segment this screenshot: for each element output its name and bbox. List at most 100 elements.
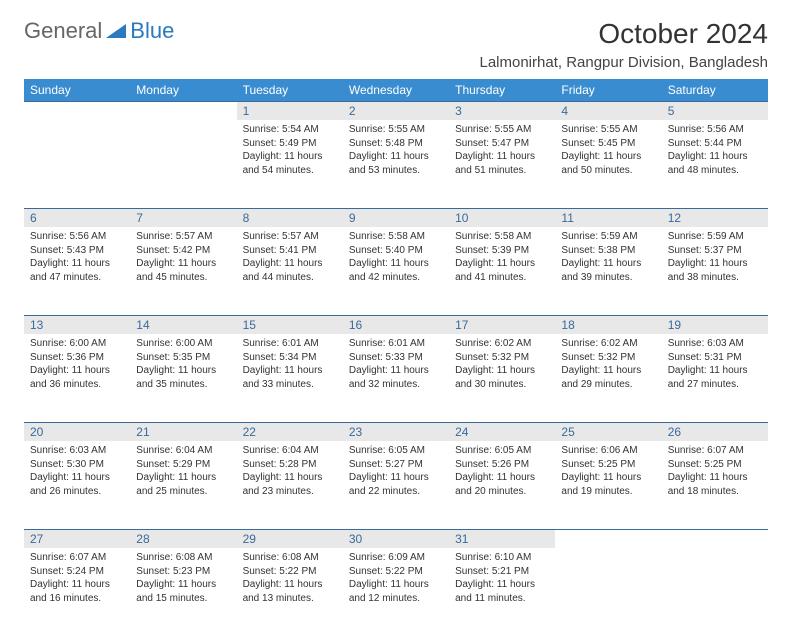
sunrise-line: Sunrise: 6:06 AM [561, 444, 655, 458]
sunset-line: Sunset: 5:32 PM [561, 351, 655, 365]
sunset-line: Sunset: 5:38 PM [561, 244, 655, 258]
daylight-line: Daylight: 11 hours and 51 minutes. [455, 150, 549, 177]
day-number: 1 [237, 101, 343, 120]
daylight-line: Daylight: 11 hours and 44 minutes. [243, 257, 337, 284]
day-number: 22 [237, 422, 343, 441]
daynum-row: 12345 [24, 101, 768, 120]
week-row: Sunrise: 5:56 AMSunset: 5:43 PMDaylight:… [24, 227, 768, 315]
day-content: Sunrise: 6:03 AMSunset: 5:31 PMDaylight:… [662, 334, 768, 397]
sunrise-line: Sunrise: 5:56 AM [30, 230, 124, 244]
day-cell: Sunrise: 6:03 AMSunset: 5:30 PMDaylight:… [24, 441, 130, 529]
day-content: Sunrise: 6:01 AMSunset: 5:33 PMDaylight:… [343, 334, 449, 397]
sunset-line: Sunset: 5:21 PM [455, 565, 549, 579]
sunset-line: Sunset: 5:36 PM [30, 351, 124, 365]
daylight-line: Daylight: 11 hours and 13 minutes. [243, 578, 337, 605]
brand-part2: Blue [130, 18, 174, 44]
daynum-row: 6789101112 [24, 208, 768, 227]
sunset-line: Sunset: 5:42 PM [136, 244, 230, 258]
day-cell [662, 548, 768, 636]
empty-day-number [555, 529, 661, 548]
day-cell: Sunrise: 5:57 AMSunset: 5:42 PMDaylight:… [130, 227, 236, 315]
day-content: Sunrise: 6:04 AMSunset: 5:28 PMDaylight:… [237, 441, 343, 504]
sunrise-line: Sunrise: 5:56 AM [668, 123, 762, 137]
day-cell: Sunrise: 5:56 AMSunset: 5:43 PMDaylight:… [24, 227, 130, 315]
daylight-line: Daylight: 11 hours and 15 minutes. [136, 578, 230, 605]
sunrise-line: Sunrise: 6:07 AM [668, 444, 762, 458]
day-cell: Sunrise: 6:09 AMSunset: 5:22 PMDaylight:… [343, 548, 449, 636]
day-content: Sunrise: 6:01 AMSunset: 5:34 PMDaylight:… [237, 334, 343, 397]
sunset-line: Sunset: 5:37 PM [668, 244, 762, 258]
sunset-line: Sunset: 5:26 PM [455, 458, 549, 472]
week-row: Sunrise: 6:03 AMSunset: 5:30 PMDaylight:… [24, 441, 768, 529]
sunset-line: Sunset: 5:49 PM [243, 137, 337, 151]
day-cell [130, 120, 236, 208]
sunrise-line: Sunrise: 6:05 AM [455, 444, 549, 458]
day-content: Sunrise: 5:54 AMSunset: 5:49 PMDaylight:… [237, 120, 343, 183]
daylight-line: Daylight: 11 hours and 22 minutes. [349, 471, 443, 498]
sunset-line: Sunset: 5:40 PM [349, 244, 443, 258]
sunrise-line: Sunrise: 5:55 AM [455, 123, 549, 137]
daylight-line: Daylight: 11 hours and 33 minutes. [243, 364, 337, 391]
daylight-line: Daylight: 11 hours and 29 minutes. [561, 364, 655, 391]
day-cell [555, 548, 661, 636]
day-content: Sunrise: 5:56 AMSunset: 5:44 PMDaylight:… [662, 120, 768, 183]
daynum-row: 13141516171819 [24, 315, 768, 334]
day-number: 11 [555, 208, 661, 227]
day-cell: Sunrise: 5:55 AMSunset: 5:47 PMDaylight:… [449, 120, 555, 208]
weekday-header: Saturday [662, 79, 768, 101]
day-cell: Sunrise: 5:58 AMSunset: 5:39 PMDaylight:… [449, 227, 555, 315]
day-content: Sunrise: 6:00 AMSunset: 5:35 PMDaylight:… [130, 334, 236, 397]
day-content: Sunrise: 6:05 AMSunset: 5:26 PMDaylight:… [449, 441, 555, 504]
day-cell: Sunrise: 6:07 AMSunset: 5:24 PMDaylight:… [24, 548, 130, 636]
day-number: 8 [237, 208, 343, 227]
day-number: 14 [130, 315, 236, 334]
sunset-line: Sunset: 5:25 PM [668, 458, 762, 472]
day-content: Sunrise: 6:07 AMSunset: 5:24 PMDaylight:… [24, 548, 130, 611]
sunrise-line: Sunrise: 6:01 AM [349, 337, 443, 351]
day-content: Sunrise: 6:02 AMSunset: 5:32 PMDaylight:… [555, 334, 661, 397]
sunrise-line: Sunrise: 5:59 AM [668, 230, 762, 244]
day-cell: Sunrise: 6:00 AMSunset: 5:35 PMDaylight:… [130, 334, 236, 422]
daylight-line: Daylight: 11 hours and 19 minutes. [561, 471, 655, 498]
daylight-line: Daylight: 11 hours and 50 minutes. [561, 150, 655, 177]
day-content: Sunrise: 5:57 AMSunset: 5:41 PMDaylight:… [237, 227, 343, 290]
week-row: Sunrise: 6:00 AMSunset: 5:36 PMDaylight:… [24, 334, 768, 422]
day-content: Sunrise: 6:08 AMSunset: 5:22 PMDaylight:… [237, 548, 343, 611]
day-cell: Sunrise: 6:05 AMSunset: 5:27 PMDaylight:… [343, 441, 449, 529]
day-number: 30 [343, 529, 449, 548]
day-number: 24 [449, 422, 555, 441]
day-cell: Sunrise: 6:02 AMSunset: 5:32 PMDaylight:… [555, 334, 661, 422]
day-number: 16 [343, 315, 449, 334]
sunrise-line: Sunrise: 6:03 AM [668, 337, 762, 351]
sunrise-line: Sunrise: 6:07 AM [30, 551, 124, 565]
daylight-line: Daylight: 11 hours and 30 minutes. [455, 364, 549, 391]
page-header: General Blue October 2024 Lalmonirhat, R… [24, 18, 768, 71]
day-content: Sunrise: 5:58 AMSunset: 5:40 PMDaylight:… [343, 227, 449, 290]
sunset-line: Sunset: 5:33 PM [349, 351, 443, 365]
day-content: Sunrise: 5:55 AMSunset: 5:48 PMDaylight:… [343, 120, 449, 183]
sunrise-line: Sunrise: 6:10 AM [455, 551, 549, 565]
weekday-header: Wednesday [343, 79, 449, 101]
calendar-table: SundayMondayTuesdayWednesdayThursdayFrid… [24, 79, 768, 636]
day-cell: Sunrise: 6:01 AMSunset: 5:33 PMDaylight:… [343, 334, 449, 422]
day-content: Sunrise: 6:03 AMSunset: 5:30 PMDaylight:… [24, 441, 130, 504]
day-number: 29 [237, 529, 343, 548]
day-number: 3 [449, 101, 555, 120]
location-text: Lalmonirhat, Rangpur Division, Banglades… [479, 54, 768, 71]
sunset-line: Sunset: 5:35 PM [136, 351, 230, 365]
sunset-line: Sunset: 5:44 PM [668, 137, 762, 151]
daylight-line: Daylight: 11 hours and 35 minutes. [136, 364, 230, 391]
day-cell: Sunrise: 5:56 AMSunset: 5:44 PMDaylight:… [662, 120, 768, 208]
day-cell: Sunrise: 5:55 AMSunset: 5:45 PMDaylight:… [555, 120, 661, 208]
day-cell: Sunrise: 6:04 AMSunset: 5:29 PMDaylight:… [130, 441, 236, 529]
day-number: 19 [662, 315, 768, 334]
daylight-line: Daylight: 11 hours and 45 minutes. [136, 257, 230, 284]
daylight-line: Daylight: 11 hours and 32 minutes. [349, 364, 443, 391]
weekday-header: Friday [555, 79, 661, 101]
sunset-line: Sunset: 5:29 PM [136, 458, 230, 472]
day-content: Sunrise: 6:04 AMSunset: 5:29 PMDaylight:… [130, 441, 236, 504]
day-content: Sunrise: 6:05 AMSunset: 5:27 PMDaylight:… [343, 441, 449, 504]
day-cell: Sunrise: 5:58 AMSunset: 5:40 PMDaylight:… [343, 227, 449, 315]
day-content: Sunrise: 5:57 AMSunset: 5:42 PMDaylight:… [130, 227, 236, 290]
sunrise-line: Sunrise: 5:57 AM [136, 230, 230, 244]
